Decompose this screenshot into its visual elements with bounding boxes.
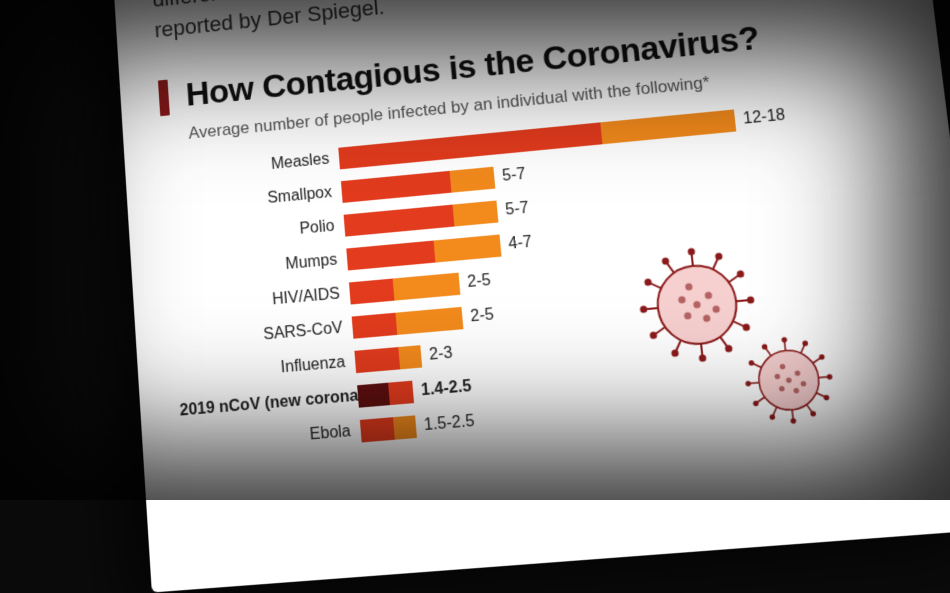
bar-segment-low [352, 313, 398, 339]
bar-segment-range [600, 110, 736, 145]
row-value: 5-7 [502, 166, 527, 186]
row-label: HIV/AIDS [172, 285, 350, 319]
row-label: Mumps [170, 251, 348, 285]
row-value: 2-3 [429, 345, 454, 365]
row-value: 1.4-2.5 [420, 378, 472, 401]
bar-segment-range [395, 307, 463, 335]
bar: 2-5 [349, 270, 492, 305]
row-label: Polio [168, 217, 345, 251]
bar: 1.5-2.5 [360, 411, 476, 443]
article-content: different for... reported by Der Spiegel… [114, 0, 950, 509]
row-value: 5-7 [505, 200, 530, 220]
row-label: Influenza [177, 353, 356, 386]
row-value: 4-7 [508, 234, 533, 254]
row-value: 1.5-2.5 [423, 413, 475, 436]
row-label: SARS-CoV [175, 319, 354, 353]
bar-segment-low [360, 417, 395, 442]
photo-background: different for... reported by Der Spiegel… [0, 0, 950, 500]
row-value: 2-5 [467, 272, 492, 292]
bar-segment-range [450, 167, 496, 193]
bar-segment-range [434, 235, 502, 263]
bar: 2-5 [352, 304, 495, 339]
bar-segment-range [398, 345, 422, 369]
row-label: 2019 nCoV (new coronavirus)* [179, 388, 359, 421]
bar-segment-low [357, 383, 390, 408]
bar-segment-range [388, 381, 414, 405]
row-value: 2-5 [470, 306, 495, 326]
bar-segment-range [453, 201, 499, 227]
bar-segment-low [354, 347, 400, 373]
bar: 2-3 [354, 343, 453, 374]
bar-segment-range [393, 273, 461, 301]
title-accent-bar [158, 79, 170, 116]
bar-segment-low [341, 171, 452, 203]
bar-segment-low [349, 279, 394, 305]
bar-segment-range [393, 416, 417, 440]
bar-segment-low [346, 241, 435, 271]
bar: 1.4-2.5 [357, 376, 472, 408]
row-value: 12-18 [742, 107, 786, 129]
bar-segment-low [344, 205, 455, 237]
row-label: Ebola [181, 422, 361, 455]
chart-rows: Measles12-18Smallpox5-7Polio5-7Mumps4-7H… [163, 89, 940, 461]
contagion-chart: How Contagious is the Coronavirus? Avera… [158, 6, 940, 461]
device-screen: different for... reported by Der Spiegel… [112, 0, 950, 593]
